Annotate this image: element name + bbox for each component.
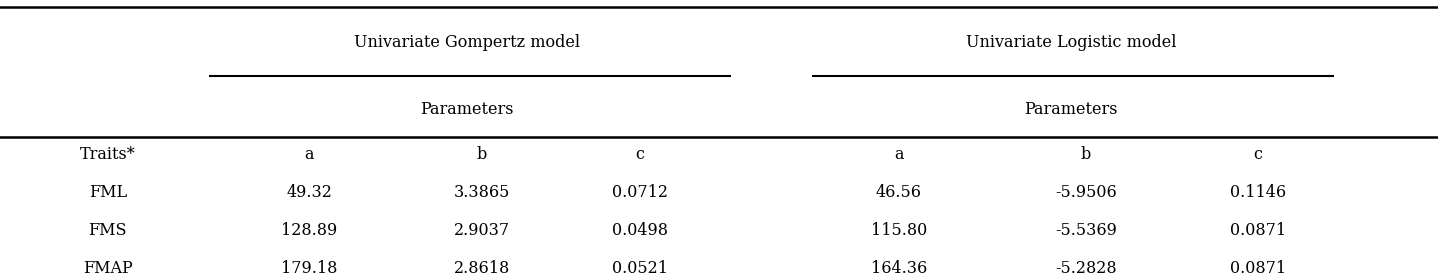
- Text: 46.56: 46.56: [876, 184, 922, 201]
- Text: 3.3865: 3.3865: [453, 184, 510, 201]
- Text: FMAP: FMAP: [83, 260, 132, 273]
- Text: Parameters: Parameters: [1024, 101, 1119, 118]
- Text: 115.80: 115.80: [870, 222, 928, 239]
- Text: FML: FML: [89, 184, 127, 201]
- Text: 0.0521: 0.0521: [613, 260, 667, 273]
- Text: -5.2828: -5.2828: [1055, 260, 1116, 273]
- Text: a: a: [305, 146, 313, 163]
- Text: b: b: [476, 146, 487, 163]
- Text: Traits*: Traits*: [81, 146, 135, 163]
- Text: Parameters: Parameters: [420, 101, 515, 118]
- Text: 0.0871: 0.0871: [1229, 222, 1287, 239]
- Text: -5.9506: -5.9506: [1055, 184, 1116, 201]
- Text: 179.18: 179.18: [280, 260, 338, 273]
- Text: 0.1146: 0.1146: [1229, 184, 1287, 201]
- Text: Univariate Gompertz model: Univariate Gompertz model: [354, 34, 581, 51]
- Text: a: a: [894, 146, 903, 163]
- Text: 0.0712: 0.0712: [613, 184, 667, 201]
- Text: c: c: [1254, 146, 1263, 163]
- Text: b: b: [1080, 146, 1091, 163]
- Text: 2.9037: 2.9037: [453, 222, 510, 239]
- Text: c: c: [636, 146, 644, 163]
- Text: -5.5369: -5.5369: [1054, 222, 1117, 239]
- Text: 0.0871: 0.0871: [1229, 260, 1287, 273]
- Text: 2.8618: 2.8618: [453, 260, 510, 273]
- Text: 49.32: 49.32: [286, 184, 332, 201]
- Text: 128.89: 128.89: [280, 222, 338, 239]
- Text: FMS: FMS: [89, 222, 127, 239]
- Text: 164.36: 164.36: [870, 260, 928, 273]
- Text: Univariate Logistic model: Univariate Logistic model: [966, 34, 1176, 51]
- Text: 0.0498: 0.0498: [613, 222, 667, 239]
